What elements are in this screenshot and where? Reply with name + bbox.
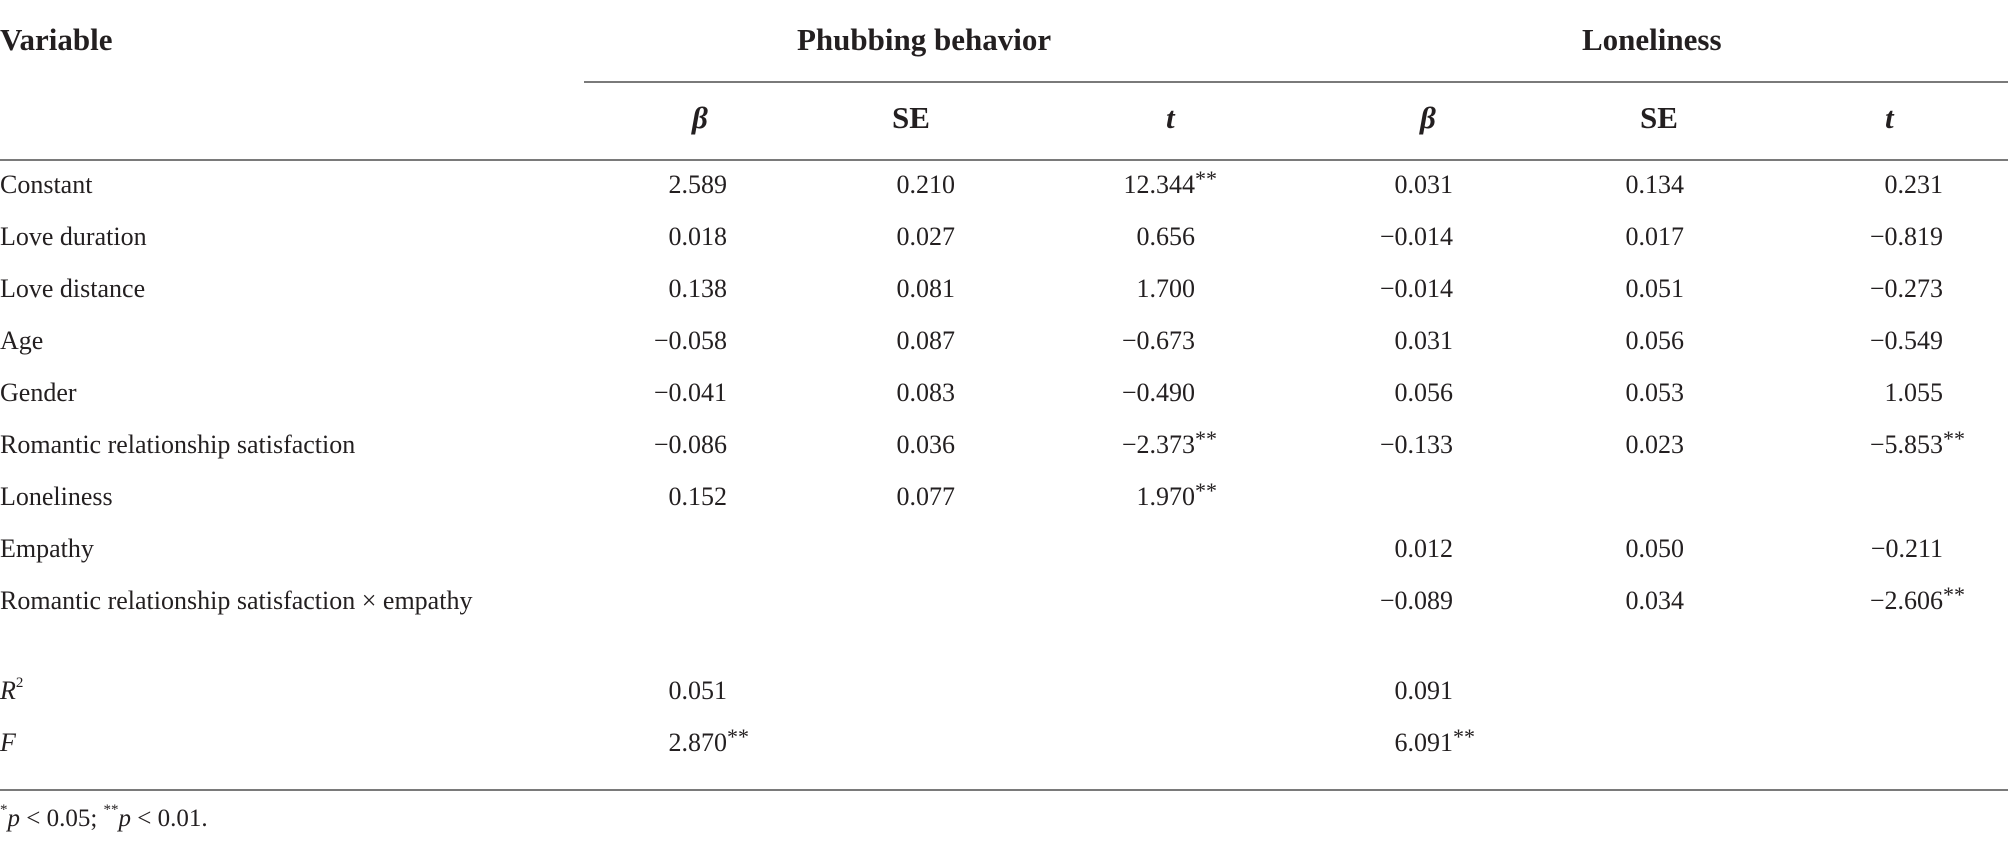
table-cell: 12.344 ** <box>1123 166 1218 199</box>
header-rule <box>0 159 2008 161</box>
row-label: Gender <box>0 378 77 407</box>
row-label: Love distance <box>0 274 146 303</box>
variable-header: Variable <box>0 22 113 57</box>
table-cell: 0.050 <box>1625 534 1685 563</box>
table-cell: −0.089 <box>1379 586 1453 615</box>
subheader-t-1: t <box>1166 100 1175 135</box>
table-cell: 0.018 <box>668 222 728 251</box>
group-header-loneliness: Loneliness <box>1582 22 1722 57</box>
table-cell: 0.031 <box>1394 170 1454 199</box>
fit-cell: 2.870 ** <box>668 724 750 757</box>
row-label: Age <box>0 326 44 355</box>
table-cell: −2.606 ** <box>1869 582 1965 615</box>
row-label: Loneliness <box>0 482 113 511</box>
group-header-rule <box>584 81 2008 83</box>
table-cell: 0.138 <box>668 274 728 303</box>
fit-row-label: R2 <box>0 675 24 706</box>
table-cell: 1.970 ** <box>1136 478 1218 511</box>
table-cell: 0.036 <box>896 430 956 459</box>
table-cell: 0.134 <box>1625 170 1685 199</box>
row-label: Love duration <box>0 222 147 251</box>
table-footnote: *p < 0.05; **p < 0.01. <box>0 802 208 833</box>
fit-cell: 0.091 <box>1394 676 1454 705</box>
table-cell: −0.041 <box>653 378 727 407</box>
table-cell: 0.087 <box>896 326 956 355</box>
table-cell: 1.700 <box>1136 274 1196 303</box>
table-cell: −0.014 <box>1379 274 1453 303</box>
table-cell: 0.231 <box>1884 170 1944 199</box>
table-cell: 2.589 <box>668 170 728 199</box>
fit-cell: 0.051 <box>668 676 728 705</box>
row-label: Romantic relationship satisfaction × emp… <box>0 586 473 615</box>
table-cell: −0.819 <box>1869 222 1943 251</box>
table-cell: 0.023 <box>1625 430 1685 459</box>
table-cell: 0.034 <box>1625 586 1685 615</box>
table-cell: −0.273 <box>1869 274 1943 303</box>
table-cell: −0.133 <box>1379 430 1453 459</box>
table-cell: −0.490 <box>1121 378 1195 407</box>
table-cell: 0.056 <box>1625 326 1685 355</box>
bottom-rule <box>0 789 2008 791</box>
table-cell: 0.210 <box>896 170 956 199</box>
table-cell: 0.077 <box>896 482 956 511</box>
table-cell: −0.014 <box>1379 222 1453 251</box>
subheader-se-1: SE <box>892 100 930 135</box>
table-cell: −5.853 ** <box>1869 426 1965 459</box>
table-cell: 0.083 <box>896 378 956 407</box>
row-label: Constant <box>0 170 93 199</box>
table-cell: 0.027 <box>896 222 956 251</box>
subheader-beta-1: β <box>692 100 708 135</box>
table-cell: 0.053 <box>1625 378 1685 407</box>
subheader-t-2: t <box>1885 100 1894 135</box>
fit-cell: 6.091 ** <box>1394 724 1476 757</box>
table-cell: 0.656 <box>1136 222 1196 251</box>
table-cell: −2.373 ** <box>1121 426 1217 459</box>
subheader-se-2: SE <box>1640 100 1678 135</box>
table-cell: 0.152 <box>668 482 728 511</box>
row-label: Romantic relationship satisfaction <box>0 430 356 459</box>
table-cell: 0.012 <box>1394 534 1454 563</box>
table-cell: 0.056 <box>1394 378 1454 407</box>
table-cell: 1.055 <box>1884 378 1944 407</box>
fit-row-label: F <box>0 728 16 757</box>
group-header-phubbing: Phubbing behavior <box>797 22 1052 57</box>
table-cell: 0.031 <box>1394 326 1454 355</box>
row-label: Empathy <box>0 534 94 563</box>
subheader-beta-2: β <box>1420 100 1436 135</box>
table-cell: −0.086 <box>653 430 727 459</box>
table-cell: −0.211 <box>1870 534 1943 563</box>
table-cell: −0.058 <box>653 326 727 355</box>
table-cell: 0.051 <box>1625 274 1685 303</box>
table-cell: −0.549 <box>1869 326 1943 355</box>
table-cell: 0.017 <box>1625 222 1685 251</box>
table-cell: −0.673 <box>1121 326 1195 355</box>
table-cell: 0.081 <box>896 274 956 303</box>
